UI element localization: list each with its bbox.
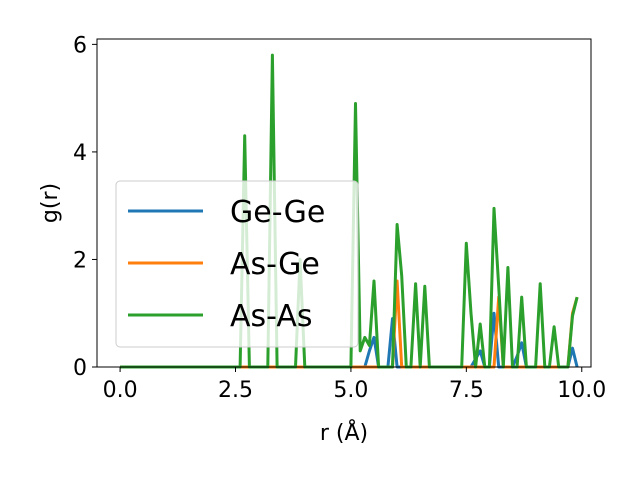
y-axis-ticks: 0 2 4 6 [73, 33, 97, 381]
legend-label-as-ge: As-Ge [230, 247, 320, 282]
x-tick-label: 0.0 [103, 378, 138, 403]
x-tick-label: 2.5 [218, 378, 253, 403]
legend-label-ge-ge: Ge-Ge [230, 195, 325, 230]
legend-label-as-as: As-As [230, 299, 312, 334]
y-tick-label: 2 [73, 248, 87, 273]
y-tick-label: 4 [73, 141, 87, 166]
x-axis-ticks: 0.0 2.5 5.0 7.5 10.0 [103, 367, 606, 403]
x-axis-label: r (Å) [320, 419, 368, 446]
x-tick-label: 5.0 [333, 378, 368, 403]
plot-frame [96, 38, 592, 368]
y-tick-label: 6 [73, 33, 87, 58]
x-tick-label: 7.5 [449, 378, 484, 403]
y-axis-label: g(r) [38, 183, 63, 223]
legend: Ge-Ge As-Ge As-As [115, 180, 359, 348]
x-tick-label: 10.0 [557, 378, 606, 403]
y-tick-label: 0 [73, 356, 87, 381]
legend-box [115, 180, 359, 348]
